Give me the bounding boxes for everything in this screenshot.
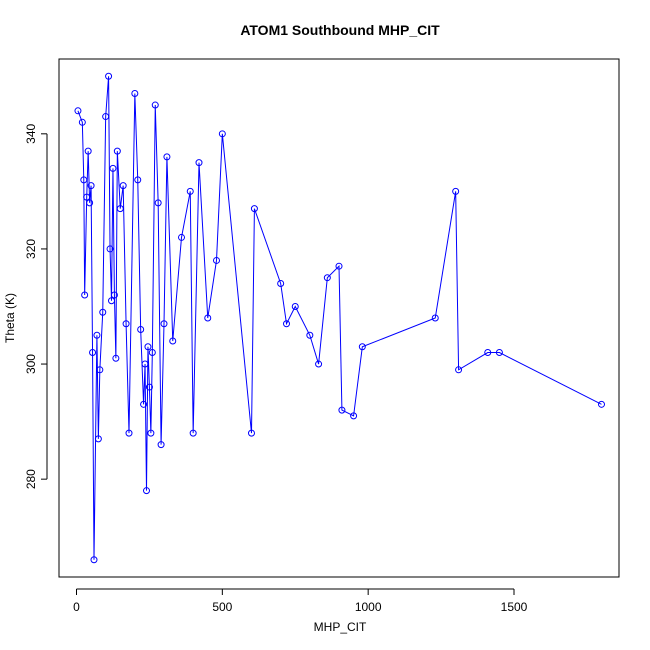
data-point xyxy=(81,291,89,299)
data-point xyxy=(213,256,220,264)
data-point xyxy=(110,291,118,299)
data-point xyxy=(112,354,120,362)
data-point xyxy=(218,130,226,138)
y-tick-label: 280 xyxy=(24,469,38,489)
data-point xyxy=(186,187,194,195)
data-point xyxy=(306,331,314,339)
x-tick-label: 500 xyxy=(212,600,232,614)
data-point xyxy=(431,314,439,322)
data-point xyxy=(99,308,107,316)
data-point xyxy=(291,302,299,310)
data-point xyxy=(151,101,159,109)
data-point xyxy=(358,343,366,351)
x-tick-label: 0 xyxy=(73,600,80,614)
data-point xyxy=(195,159,203,167)
data-point xyxy=(84,147,92,155)
data-point xyxy=(106,245,114,253)
y-axis-label: Theta (K) xyxy=(3,293,17,343)
data-point xyxy=(94,435,102,443)
data-point xyxy=(143,487,150,495)
y-tick-label: 300 xyxy=(24,354,38,374)
data-point xyxy=(125,429,133,437)
data-point xyxy=(122,320,130,328)
data-point xyxy=(80,176,88,184)
data-point xyxy=(283,320,290,328)
data-point xyxy=(160,320,168,328)
x-tick-label: 1500 xyxy=(501,600,528,614)
x-axis-label: MHP_CIT xyxy=(314,620,367,634)
data-point xyxy=(131,90,139,98)
data-point xyxy=(250,205,258,213)
plot-area-frame xyxy=(58,58,620,578)
data-point xyxy=(148,349,156,357)
data-point xyxy=(74,107,82,115)
data-point xyxy=(189,429,197,437)
data-point xyxy=(113,147,121,155)
data-point xyxy=(102,113,110,121)
data-point xyxy=(144,343,152,351)
data-point xyxy=(323,274,331,282)
data-point xyxy=(119,182,127,190)
data-point xyxy=(484,349,492,357)
data-point xyxy=(96,366,104,374)
data-point xyxy=(157,441,165,449)
data-point xyxy=(338,406,346,414)
data-point xyxy=(93,331,101,339)
data-point xyxy=(109,164,117,172)
data-point xyxy=(169,337,177,345)
data-point xyxy=(78,118,86,126)
data-point xyxy=(154,199,162,207)
data-point xyxy=(87,182,95,190)
data-point xyxy=(141,360,149,368)
y-tick-label: 340 xyxy=(24,123,38,143)
data-point xyxy=(137,326,145,334)
data-point xyxy=(134,176,142,184)
data-point xyxy=(204,314,212,322)
data-point xyxy=(86,199,94,207)
data-point xyxy=(105,72,113,80)
y-axis: 280 300 320 340 xyxy=(24,123,48,489)
data-point xyxy=(89,349,97,357)
data-point xyxy=(452,187,460,195)
chart-title: ATOM1 Southbound MHP_CIT xyxy=(240,22,440,38)
data-series xyxy=(74,72,605,564)
y-tick-label: 320 xyxy=(24,239,38,259)
data-point xyxy=(108,297,115,305)
data-point xyxy=(335,262,343,270)
data-point xyxy=(147,429,155,437)
data-point xyxy=(350,412,358,420)
x-tick-label: 1000 xyxy=(355,600,382,614)
data-point xyxy=(315,360,323,368)
data-point xyxy=(140,400,148,408)
x-axis: 0 500 1000 1500 xyxy=(73,588,528,614)
data-point xyxy=(277,279,285,287)
data-point xyxy=(495,349,503,357)
data-point xyxy=(116,205,124,213)
data-point xyxy=(83,193,91,201)
series-line xyxy=(77,76,602,560)
data-point xyxy=(145,383,153,391)
data-point xyxy=(455,366,463,374)
data-point xyxy=(248,429,255,437)
data-point xyxy=(90,556,98,564)
data-point xyxy=(598,400,605,408)
data-point xyxy=(178,233,185,241)
data-point xyxy=(163,153,171,161)
